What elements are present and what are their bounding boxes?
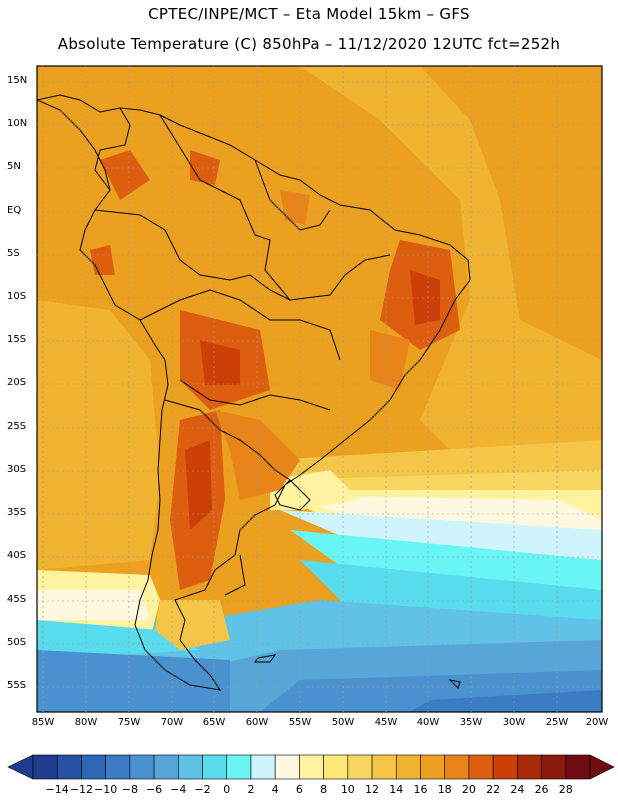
lon-label: 40W (416, 717, 440, 728)
colorbar-tick-label: 28 (558, 783, 573, 796)
lat-label: 10N (7, 118, 28, 129)
colorbar-swatch (395, 754, 421, 780)
colorbar-swatch (371, 754, 397, 780)
colorbar-swatch (323, 754, 349, 780)
lon-label: 75W (117, 717, 141, 728)
colorbar-tick-label: 8 (320, 783, 328, 796)
lat-label: 5S (7, 248, 20, 259)
colorbar-tick-label: −12 (69, 783, 94, 796)
colorbar-swatch (517, 754, 542, 780)
colorbar-tick-label: −14 (45, 783, 69, 796)
colorbar-tick-label: −4 (170, 783, 187, 796)
colorbar-swatch (105, 754, 131, 780)
colorbar-tick-label: −8 (121, 783, 138, 796)
colorbar-swatch (492, 754, 518, 780)
lon-label: 30W (502, 717, 526, 728)
colorbar-swatch (32, 754, 58, 780)
lat-label: 50S (7, 637, 27, 648)
colorbar-tick-label: −6 (145, 783, 163, 796)
colorbar-right-arrow (589, 754, 615, 780)
lat-label: 35S (7, 507, 27, 518)
colorbar-swatch (444, 754, 470, 780)
colorbar-tick-label: 26 (534, 783, 549, 796)
lat-label: 10S (7, 291, 27, 302)
colorbar-tick-label: −10 (94, 783, 118, 796)
lat-label: 25S (7, 421, 27, 432)
colorbar-tick-label: 4 (271, 783, 279, 796)
lat-label: 5N (7, 161, 21, 172)
lon-label: 85W (31, 717, 55, 728)
colorbar-swatch (299, 754, 324, 780)
colorbar-swatch (56, 754, 82, 780)
colorbar-swatch (420, 754, 445, 780)
lon-label: 80W (74, 717, 98, 728)
gridlines (37, 66, 602, 712)
colorbar (7, 754, 615, 780)
colorbar-swatch (178, 754, 203, 780)
colorbar-tick-label: 6 (295, 783, 303, 796)
lon-label: 45W (374, 717, 398, 728)
colorbar-tick-label: 22 (486, 783, 501, 796)
colorbar-tick-label: 16 (413, 783, 428, 796)
lat-label: EQ (7, 205, 22, 216)
colorbar-tick-label: 12 (365, 783, 380, 796)
map-frame (36, 65, 603, 713)
colorbar-tick-label: 10 (340, 783, 355, 796)
lon-label: 70W (160, 717, 184, 728)
lat-label: 30S (7, 464, 27, 475)
colorbar-tick-label: 18 (437, 783, 452, 796)
colorbar-tick-label: 14 (389, 783, 404, 796)
lat-label: 40S (7, 550, 27, 561)
colorbar-swatch (565, 754, 591, 780)
colorbar-swatch (226, 754, 252, 780)
colorbar-swatch (202, 754, 228, 780)
colorbar-tick-label: 20 (461, 783, 476, 796)
colorbar-tick-label: 24 (510, 783, 525, 796)
chart-title-line2: Absolute Temperature (C) 850hPa – 11/12/… (57, 35, 561, 53)
lat-label: 15S (7, 334, 27, 345)
colorbar-swatch (129, 754, 155, 780)
colorbar-swatch (274, 754, 300, 780)
lon-label: 65W (202, 717, 226, 728)
colorbar-swatch (541, 754, 567, 780)
lat-label: 15N (7, 75, 28, 86)
lat-label: 55S (7, 680, 27, 691)
colorbar-tick-label: −2 (194, 783, 211, 796)
colorbar-swatch (81, 754, 106, 780)
temperature-field (37, 66, 602, 712)
colorbar-left-arrow (7, 754, 34, 780)
lat-label: 45S (7, 594, 27, 605)
lon-label: 20W (585, 717, 609, 728)
lon-label: 50W (331, 717, 355, 728)
coastlines (37, 94, 471, 691)
lon-label: 60W (245, 717, 269, 728)
colorbar-swatch (468, 754, 494, 780)
lon-label: 55W (288, 717, 312, 728)
colorbar-tick-label: 0 (223, 783, 231, 796)
chart-title-line1: CPTEC/INPE/MCT – Eta Model 15km – GFS (148, 5, 470, 23)
colorbar-swatch (250, 754, 276, 780)
colorbar-swatch (347, 754, 373, 780)
colorbar-swatch (153, 754, 179, 780)
colorbar-tick-label: 2 (247, 783, 255, 796)
lat-label: 20S (7, 377, 27, 388)
lon-label: 25W (545, 717, 569, 728)
lon-label: 35W (459, 717, 483, 728)
